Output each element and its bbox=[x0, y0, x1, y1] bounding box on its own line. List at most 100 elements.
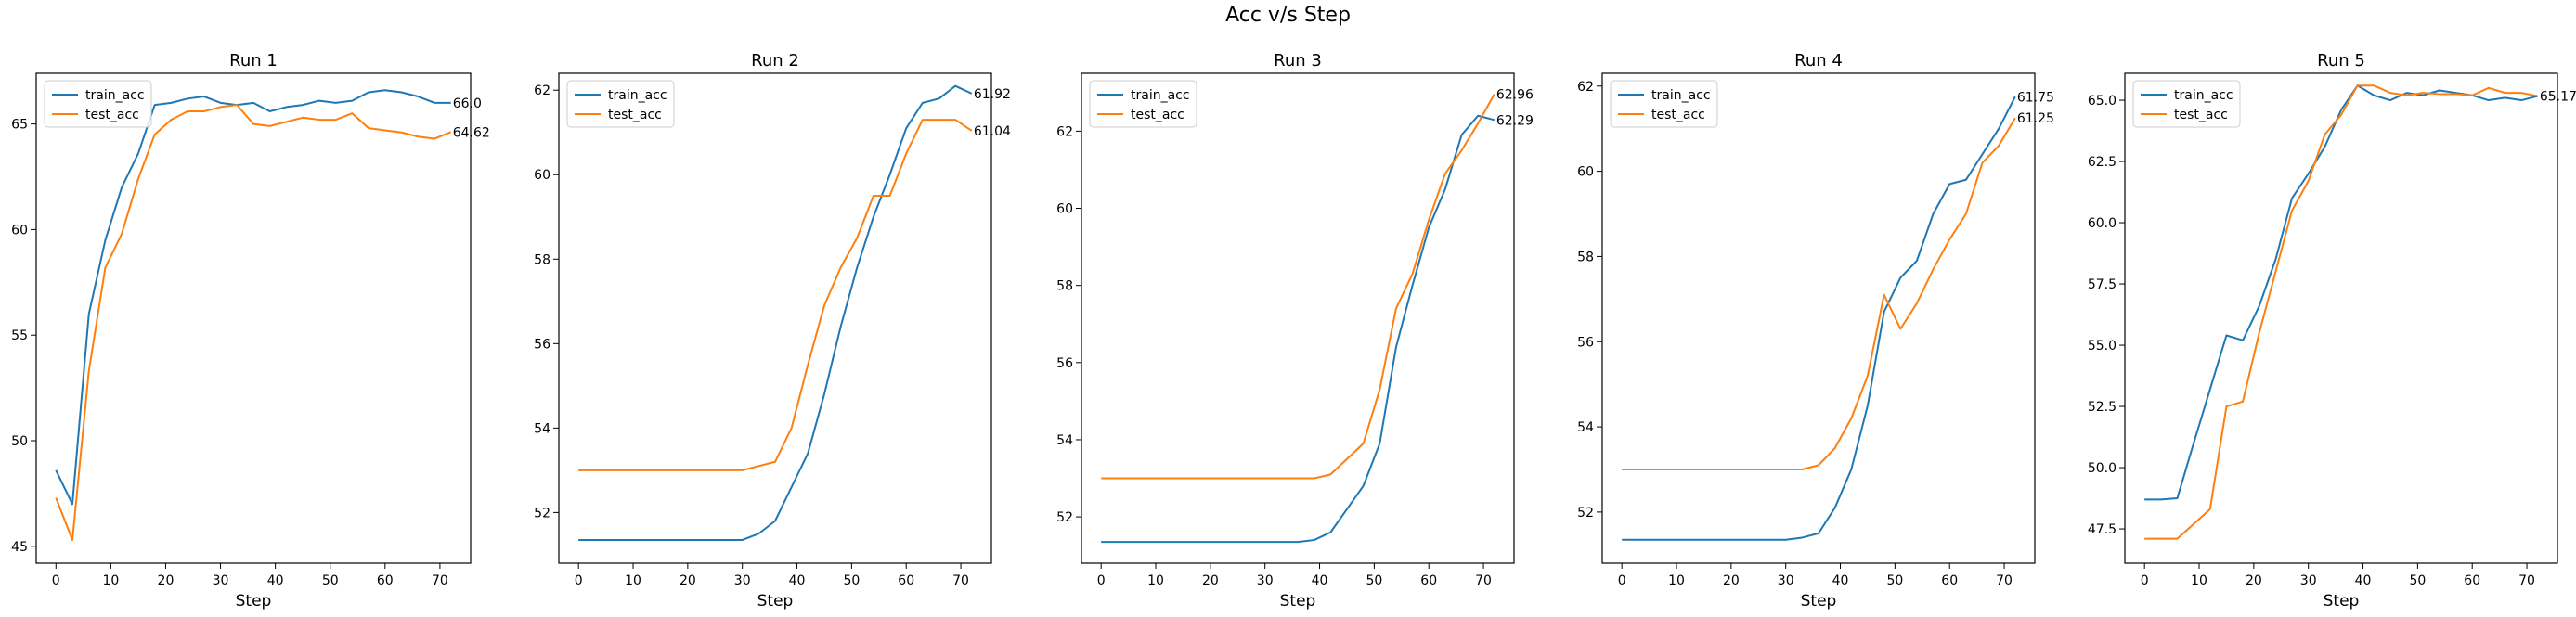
subplot-title: Run 1 bbox=[229, 51, 278, 71]
x-tick-label: 30 bbox=[1778, 573, 1794, 588]
x-tick-label: 0 bbox=[575, 573, 583, 588]
y-tick-label: 54 bbox=[534, 421, 550, 436]
series-line-train_acc bbox=[1622, 96, 2016, 541]
x-tick-label: 50 bbox=[322, 573, 339, 588]
x-tick-label: 20 bbox=[1202, 573, 1219, 588]
legend-entry-test_acc: test_acc bbox=[608, 108, 662, 122]
y-tick-label: 58 bbox=[1577, 250, 1594, 264]
series-line-train_acc bbox=[2144, 84, 2539, 501]
series-line-test_acc bbox=[1101, 93, 1495, 480]
subplot-run-2: Run 2 61.92 61.04 0 10 20 30 40 50 60 70 52 54 56 58 60… bbox=[534, 51, 1011, 611]
x-tick-label: 0 bbox=[52, 573, 60, 588]
x-tick-label: 50 bbox=[1366, 573, 1382, 588]
subplot-run-4: Run 4 61.75 61.25 0 10 20 30 40 50 60 70 52 54 56 58 60… bbox=[1577, 51, 2054, 611]
x-tick-label: 10 bbox=[625, 573, 641, 588]
x-tick-label: 20 bbox=[680, 573, 696, 588]
legend-box bbox=[1610, 80, 1718, 128]
x-axis-label: Step bbox=[1801, 592, 1837, 611]
y-tick-label: 62 bbox=[1577, 80, 1594, 95]
y-tick-label: 45 bbox=[11, 540, 28, 555]
y-tick-label: 58 bbox=[534, 252, 550, 267]
legend-entry-train_acc: train_acc bbox=[1131, 88, 1190, 103]
end-value-label: 62.29 bbox=[1496, 113, 1534, 128]
axes-frame bbox=[35, 72, 472, 564]
x-tick-label: 60 bbox=[1941, 573, 1958, 588]
legend-entry-train_acc: train_acc bbox=[2174, 88, 2233, 103]
legend-entry-train_acc: train_acc bbox=[85, 88, 145, 103]
x-tick-label: 70 bbox=[952, 573, 969, 588]
y-tick-label: 52 bbox=[534, 506, 550, 521]
series-line-test_acc bbox=[2144, 84, 2539, 540]
series-line-train_acc bbox=[1101, 114, 1495, 544]
y-tick-label: 60 bbox=[11, 223, 28, 238]
x-tick-label: 40 bbox=[2355, 573, 2372, 588]
y-tick-label: 62 bbox=[534, 84, 550, 98]
y-tick-label: 58 bbox=[1056, 279, 1073, 294]
x-tick-label: 50 bbox=[2409, 573, 2426, 588]
x-tick-label: 40 bbox=[1312, 573, 1328, 588]
subplot-title: Run 5 bbox=[2317, 51, 2365, 71]
subplot-title: Run 2 bbox=[751, 51, 799, 71]
figure-title: Acc v/s Step bbox=[1225, 4, 1351, 27]
series-line-train_acc bbox=[55, 89, 451, 506]
subplot-title: Run 3 bbox=[1274, 51, 1322, 71]
end-value-label: 62.96 bbox=[1496, 87, 1534, 102]
y-tick-label: 62 bbox=[1056, 124, 1073, 139]
y-tick-label: 50.0 bbox=[2088, 461, 2116, 476]
y-tick-label: 60.0 bbox=[2088, 216, 2116, 231]
legend-box bbox=[566, 80, 675, 128]
axes-frame bbox=[2124, 72, 2558, 564]
subplot-run-1: Run 1 66.0 64.62 0 10 20 30 40 50 60 70 45 50 55 60 65 S… bbox=[11, 51, 490, 611]
y-tick-label: 54 bbox=[1056, 433, 1073, 448]
y-tick-label: 52 bbox=[1577, 506, 1594, 521]
x-tick-label: 40 bbox=[789, 573, 806, 588]
subplot-run-3: Run 3 62.29 62.96 0 10 20 30 40 50 60 70 52 54 56 58 60… bbox=[1056, 51, 1534, 611]
x-tick-label: 70 bbox=[2518, 573, 2535, 588]
subplot-run-5: Run 565.170 10 20 30 40 50 60 7047.550.052.555.… bbox=[2088, 51, 2576, 611]
y-tick-label: 55 bbox=[11, 328, 28, 343]
y-tick-label: 60 bbox=[1056, 202, 1073, 217]
x-tick-label: 30 bbox=[213, 573, 229, 588]
y-tick-label: 65.0 bbox=[2088, 94, 2116, 109]
end-value-label: 64.62 bbox=[453, 125, 490, 140]
x-tick-label: 10 bbox=[2191, 573, 2207, 588]
x-tick-label: 10 bbox=[1668, 573, 1685, 588]
x-tick-label: 50 bbox=[843, 573, 860, 588]
y-tick-label: 65 bbox=[11, 118, 28, 133]
y-tick-label: 56 bbox=[1056, 356, 1073, 371]
x-tick-label: 30 bbox=[734, 573, 751, 588]
legend-entry-test_acc: test_acc bbox=[1131, 108, 1184, 122]
x-tick-label: 10 bbox=[102, 573, 119, 588]
x-axis-label: Step bbox=[236, 592, 272, 611]
y-tick-label: 50 bbox=[11, 434, 28, 449]
x-tick-label: 60 bbox=[898, 573, 914, 588]
end-value-label: 66.0 bbox=[453, 96, 482, 111]
y-tick-label: 57.5 bbox=[2088, 277, 2116, 292]
y-tick-label: 62.5 bbox=[2088, 155, 2116, 170]
x-tick-label: 60 bbox=[377, 573, 394, 588]
legend-entry-test_acc: test_acc bbox=[2174, 108, 2228, 122]
x-tick-label: 30 bbox=[1257, 573, 1274, 588]
x-tick-label: 0 bbox=[2141, 573, 2149, 588]
x-tick-label: 40 bbox=[1832, 573, 1849, 588]
x-tick-label: 30 bbox=[2300, 573, 2317, 588]
y-tick-label: 52.5 bbox=[2088, 400, 2116, 415]
series-line-test_acc bbox=[578, 119, 973, 471]
legend-entry-train_acc: train_acc bbox=[608, 88, 667, 103]
legend-box bbox=[1089, 80, 1197, 128]
x-axis-label: Step bbox=[757, 592, 794, 611]
subplot-title: Run 4 bbox=[1794, 51, 1843, 71]
x-tick-label: 20 bbox=[2246, 573, 2262, 588]
series-line-test_acc bbox=[55, 104, 452, 541]
x-tick-label: 20 bbox=[1723, 573, 1740, 588]
y-tick-label: 60 bbox=[534, 168, 550, 183]
legend-entry-test_acc: test_acc bbox=[1651, 108, 1705, 122]
x-tick-label: 20 bbox=[158, 573, 175, 588]
axes-frame bbox=[1601, 72, 2036, 564]
x-tick-label: 70 bbox=[1475, 573, 1492, 588]
series-line-test_acc bbox=[1622, 117, 2016, 470]
axes-frame bbox=[558, 72, 992, 564]
x-tick-label: 70 bbox=[432, 573, 448, 588]
end-value-label: 61.04 bbox=[974, 124, 1011, 139]
